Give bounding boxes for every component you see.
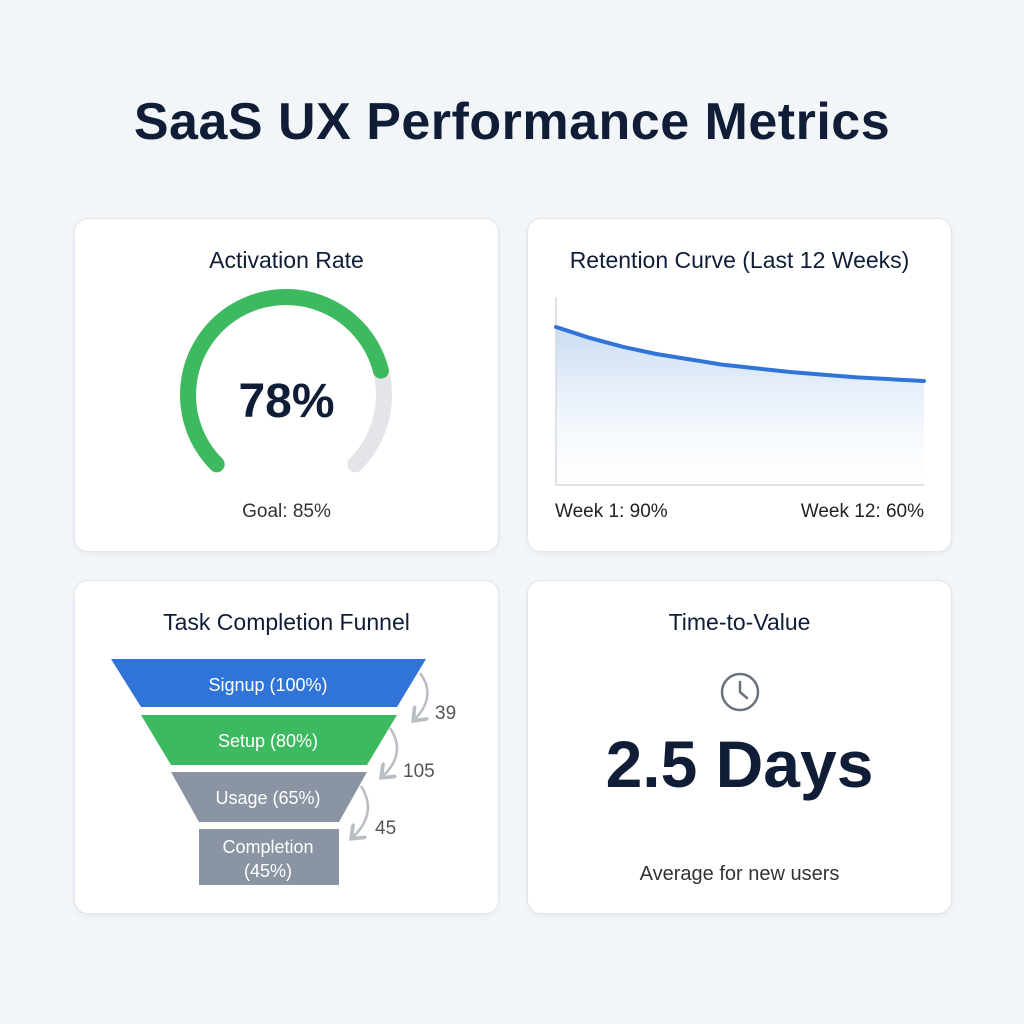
dropoff-value: 45	[375, 818, 396, 839]
funnel-card: Task Completion Funnel Signup (100%) Set…	[74, 580, 499, 914]
dropoff-arrow-icon	[353, 785, 370, 837]
ttv-card: Time-to-Value 2.5 Days Average for new u…	[527, 580, 952, 914]
page-title: SaaS UX Performance Metrics	[133, 93, 891, 151]
activation-gauge	[180, 289, 392, 473]
activation-card: Activation Rate 78% Goal: 85%	[74, 218, 499, 552]
gauge-fill	[180, 289, 389, 473]
funnel-label-completion-2: (45%)	[244, 861, 292, 881]
retention-chart	[554, 297, 926, 486]
clock-icon	[720, 672, 760, 712]
funnel-label-usage: Usage (65%)	[215, 788, 320, 808]
dropoff-value: 105	[403, 761, 435, 782]
activation-value: 78%	[238, 375, 335, 428]
funnel-title: Task Completion Funnel	[163, 609, 410, 635]
funnel-label-completion-1: Completion	[222, 837, 313, 857]
funnel-label-setup: Setup (80%)	[218, 731, 318, 751]
activation-goal: Goal: 85%	[242, 501, 331, 522]
ttv-value: 2.5 Days	[605, 727, 874, 801]
ttv-caption: Average for new users	[639, 863, 840, 885]
funnel-chart: Signup (100%) Setup (80%) Usage (65%) Co…	[111, 659, 456, 885]
retention-title: Retention Curve (Last 12 Weeks)	[569, 247, 910, 273]
funnel-label-signup: Signup (100%)	[208, 675, 327, 695]
activation-title: Activation Rate	[209, 247, 364, 273]
dropoff-arrow-icon	[383, 727, 399, 776]
funnel-stage-usage	[171, 772, 367, 822]
retention-start-label: Week 1: 90%	[555, 501, 668, 522]
dropoff-arrow-icon	[415, 672, 427, 719]
funnel-stage-completion	[199, 829, 339, 885]
retention-area	[556, 327, 924, 485]
ttv-title: Time-to-Value	[668, 609, 811, 635]
retention-line	[554, 325, 926, 383]
funnel-stage-signup	[111, 659, 426, 707]
funnel-stage-setup	[141, 715, 397, 765]
retention-card: Retention Curve (Last 12 Weeks) Week 1: …	[527, 218, 952, 552]
retention-end-label: Week 12: 60%	[800, 501, 924, 522]
dropoff-value: 39	[435, 703, 456, 724]
